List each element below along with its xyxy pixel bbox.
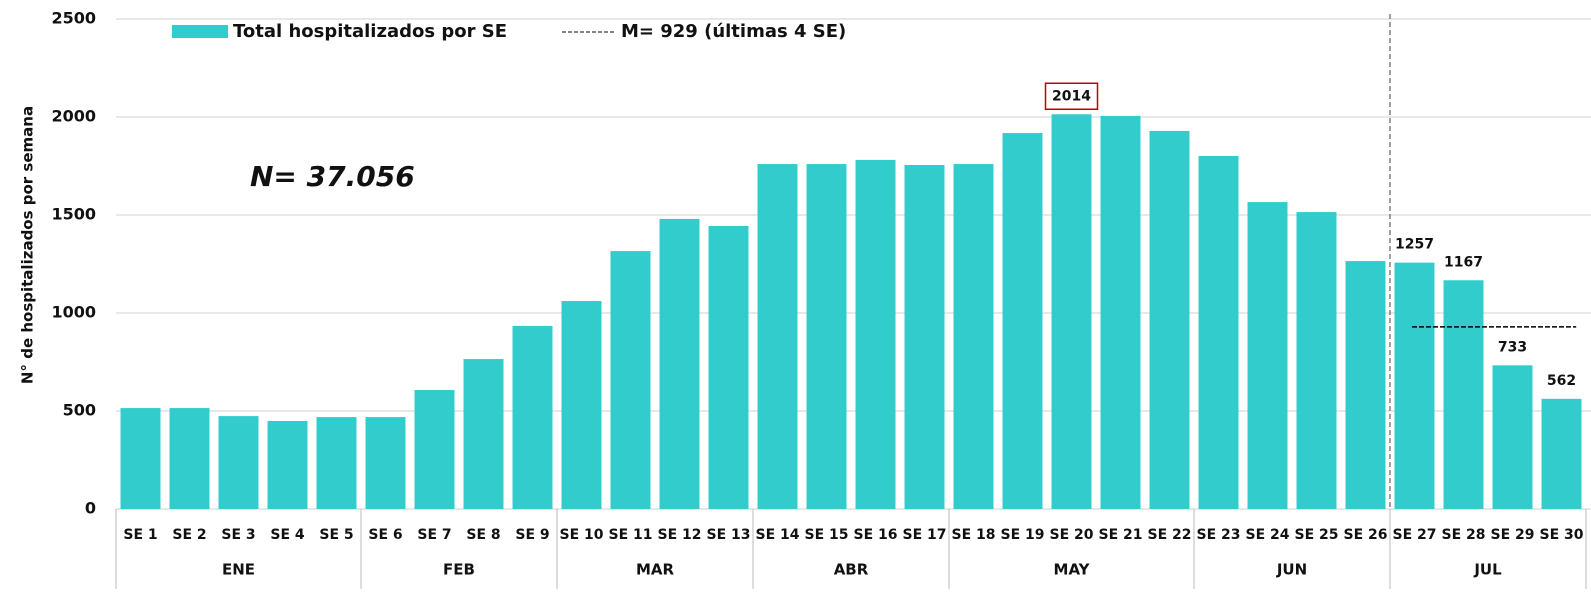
- bar: [1541, 398, 1582, 509]
- bar: [1149, 130, 1190, 509]
- bar: [953, 164, 994, 510]
- x-tick-label: SE 27: [1392, 527, 1436, 543]
- x-tick-label: SE 17: [902, 527, 946, 543]
- bar: [610, 251, 651, 509]
- group-label: JUN: [1276, 561, 1307, 579]
- y-tick-label: 500: [63, 401, 96, 420]
- bar: [1002, 133, 1043, 509]
- x-tick-label: SE 23: [1196, 527, 1240, 543]
- group-label: JUL: [1473, 561, 1502, 579]
- bar: [561, 301, 602, 509]
- data-label: 1167: [1444, 254, 1483, 270]
- bar: [169, 408, 210, 509]
- x-tick-label: SE 9: [515, 527, 549, 543]
- x-tick-label: SE 26: [1343, 527, 1387, 543]
- x-tick-label: SE 20: [1049, 527, 1093, 543]
- x-tick-label: SE 4: [270, 527, 305, 543]
- x-tick-label: SE 22: [1147, 527, 1191, 543]
- x-tick-label: SE 29: [1490, 527, 1534, 543]
- x-tick-label: SE 14: [755, 527, 799, 543]
- y-tick-label: 0: [85, 499, 96, 518]
- y-tick-label: 1500: [51, 205, 96, 224]
- bar: [512, 325, 553, 509]
- y-tick-label: 2500: [51, 9, 96, 28]
- bar: [1051, 114, 1092, 510]
- bar: [120, 408, 161, 509]
- group-label: MAR: [636, 561, 675, 579]
- x-tick-label: SE 19: [1000, 527, 1044, 543]
- bar: [1394, 262, 1435, 509]
- x-tick-label: SE 8: [466, 527, 500, 543]
- x-tick-label: SE 10: [559, 527, 603, 543]
- bar: [806, 164, 847, 510]
- data-label: 2014: [1052, 88, 1091, 104]
- x-tick-label: SE 3: [221, 527, 255, 543]
- bar: [1443, 280, 1484, 509]
- bar: [1296, 212, 1337, 509]
- x-tick-label: SE 16: [853, 527, 897, 543]
- bar: [1198, 156, 1239, 509]
- data-label: 733: [1498, 339, 1527, 355]
- y-tick-label: 1000: [51, 303, 96, 322]
- bar: [1345, 261, 1386, 509]
- annotation: N= 37.056: [250, 160, 415, 193]
- x-tick-label: SE 11: [608, 527, 652, 543]
- x-tick-label: SE 2: [172, 527, 206, 543]
- bar: [708, 225, 749, 509]
- legend-swatch: [172, 25, 228, 38]
- x-tick-label: SE 24: [1245, 527, 1289, 543]
- x-tick-label: SE 25: [1294, 527, 1338, 543]
- group-label: FEB: [443, 561, 475, 579]
- x-tick-label: SE 5: [319, 527, 353, 543]
- bar: [316, 417, 357, 509]
- x-tick-label: SE 12: [657, 527, 701, 543]
- x-tick-label: SE 1: [123, 527, 157, 543]
- bar: [904, 165, 945, 509]
- x-tick-label: SE 28: [1441, 527, 1485, 543]
- bar: [757, 164, 798, 510]
- bar: [365, 417, 406, 509]
- x-tick-label: SE 6: [368, 527, 402, 543]
- bar: [218, 416, 259, 509]
- bar: [1492, 365, 1533, 509]
- data-label: 1257: [1395, 237, 1434, 253]
- x-tick-label: SE 13: [706, 527, 750, 543]
- data-label: 562: [1547, 373, 1576, 389]
- x-tick-label: SE 18: [951, 527, 995, 543]
- x-tick-label: SE 15: [804, 527, 848, 543]
- bar: [267, 420, 308, 509]
- x-tick-label: SE 21: [1098, 527, 1142, 543]
- x-tick-label: SE 7: [417, 527, 451, 543]
- bar: [1100, 116, 1141, 510]
- bar: [463, 359, 504, 509]
- group-label: ABR: [834, 561, 869, 579]
- y-tick-label: 2000: [51, 107, 96, 126]
- label-box: [1044, 82, 1099, 111]
- bar: [659, 218, 700, 510]
- group-label: MAY: [1054, 561, 1091, 579]
- group-label: ENE: [222, 561, 255, 579]
- bar: [1247, 202, 1288, 509]
- legend-label: M= 929 (últimas 4 SE): [621, 21, 846, 42]
- bar: [414, 390, 455, 509]
- x-tick-label: SE 30: [1539, 527, 1583, 543]
- bar: [855, 159, 896, 509]
- y-axis-label: N° de hospitalizados por semana: [19, 106, 37, 384]
- legend-label: Total hospitalizados por SE: [233, 21, 507, 42]
